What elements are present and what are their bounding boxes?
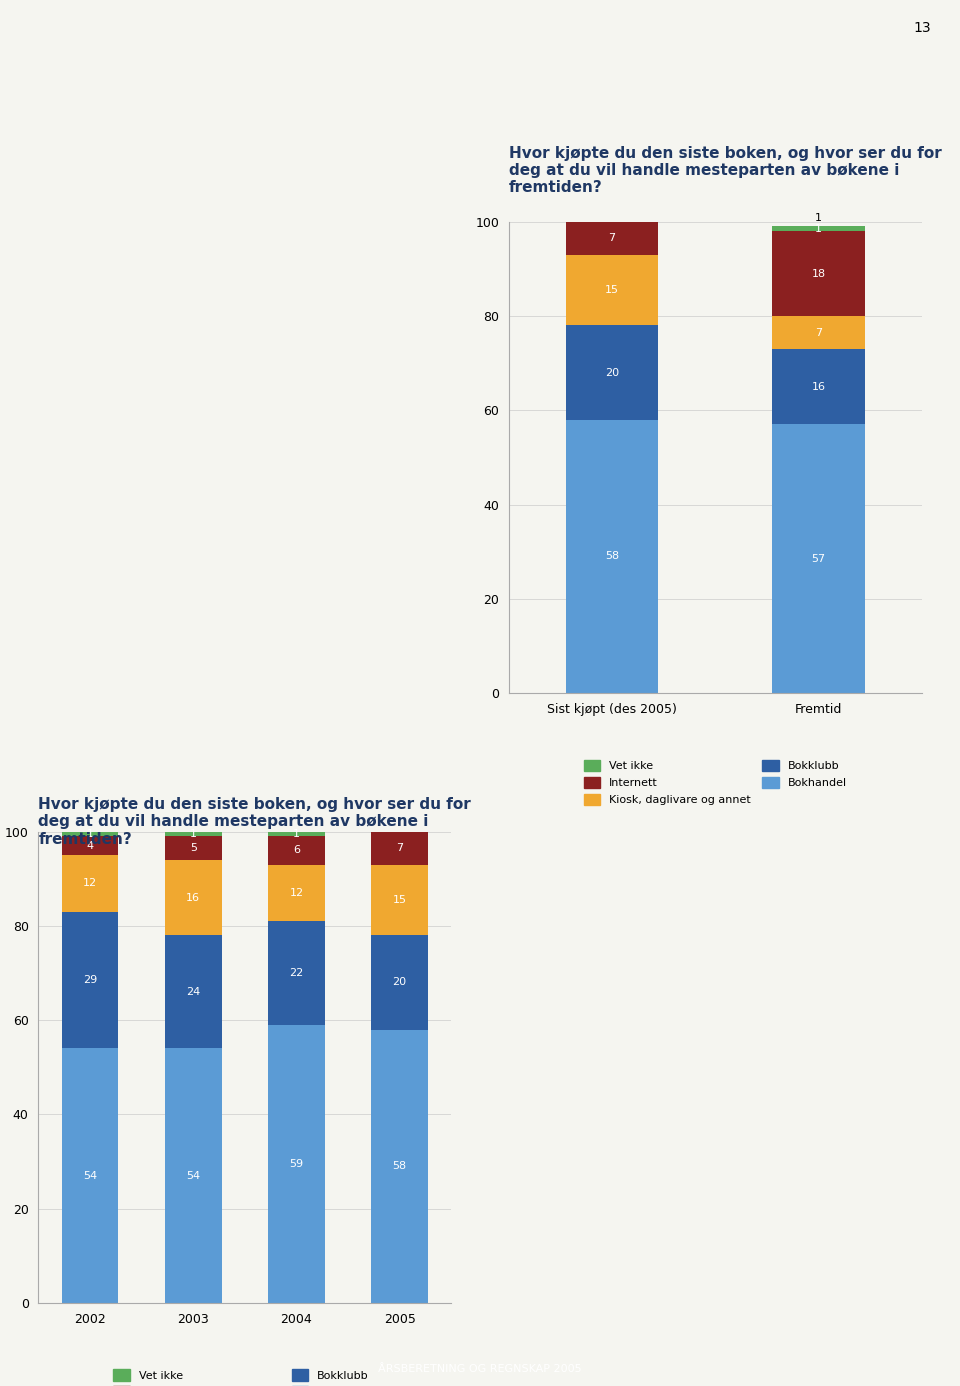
Bar — [772, 226, 865, 231]
Text: Hvor kjøpte du den siste boken, og hvor ser du for
deg at du vil handle mestepar: Hvor kjøpte du den siste boken, og hvor … — [38, 797, 471, 847]
Bar — [61, 832, 118, 836]
Bar — [268, 832, 324, 836]
Text: 6: 6 — [293, 845, 300, 855]
Bar — [165, 1048, 222, 1303]
Bar — [772, 316, 865, 349]
Bar — [372, 832, 428, 865]
Bar — [772, 424, 865, 693]
Bar — [268, 1024, 324, 1303]
Text: 15: 15 — [605, 286, 619, 295]
Bar — [772, 231, 865, 316]
Text: 1: 1 — [86, 829, 93, 839]
Text: 54: 54 — [186, 1171, 201, 1181]
Text: 22: 22 — [289, 967, 303, 979]
Text: 20: 20 — [393, 977, 407, 987]
Text: 12: 12 — [83, 879, 97, 888]
Legend: Vet ikke, Internett, Kiosk, daglivare og annet, Bokklubb, Bokhandel: Vet ikke, Internett, Kiosk, daglivare og… — [579, 755, 852, 809]
Bar — [772, 349, 865, 424]
Bar — [268, 836, 324, 865]
Text: 1: 1 — [815, 223, 822, 234]
Bar — [61, 1048, 118, 1303]
Text: 13: 13 — [914, 21, 931, 35]
Text: 1: 1 — [815, 212, 822, 223]
Bar — [565, 255, 659, 326]
Bar — [61, 912, 118, 1048]
Text: 29: 29 — [83, 974, 97, 985]
Text: 54: 54 — [83, 1171, 97, 1181]
Text: 1: 1 — [190, 829, 197, 839]
Text: 15: 15 — [393, 895, 407, 905]
Bar — [565, 420, 659, 693]
Text: 7: 7 — [609, 233, 615, 244]
Bar — [372, 1030, 428, 1303]
Text: 5: 5 — [190, 843, 197, 854]
Text: 58: 58 — [605, 552, 619, 561]
Text: 58: 58 — [393, 1161, 407, 1171]
Bar — [268, 865, 324, 922]
Text: 24: 24 — [186, 987, 201, 997]
Bar — [165, 936, 222, 1048]
Text: Hvor kjøpte du den siste boken, og hvor ser du for
deg at du vil handle mestepar: Hvor kjøpte du den siste boken, og hvor … — [509, 146, 942, 195]
Bar — [565, 222, 659, 255]
Bar — [372, 865, 428, 936]
Bar — [565, 326, 659, 420]
Text: 1: 1 — [293, 829, 300, 839]
Bar — [61, 836, 118, 855]
Bar — [165, 836, 222, 859]
Text: 16: 16 — [186, 893, 201, 902]
Text: 16: 16 — [811, 381, 826, 392]
Bar — [165, 832, 222, 836]
Text: 4: 4 — [86, 841, 93, 851]
Bar — [268, 922, 324, 1024]
Text: 59: 59 — [289, 1159, 303, 1168]
Bar — [165, 859, 222, 936]
Text: 7: 7 — [396, 843, 403, 854]
Text: 57: 57 — [811, 553, 826, 564]
Text: 20: 20 — [605, 367, 619, 377]
Text: 18: 18 — [811, 269, 826, 279]
Text: ÅRSBERETNING OG REGNSKAP 2005: ÅRSBERETNING OG REGNSKAP 2005 — [378, 1364, 582, 1375]
Legend: Vet ikke, Internett, Kiosk, daglivare og annet, Bokklubb, Bokhandel: Vet ikke, Internett, Kiosk, daglivare og… — [108, 1365, 381, 1386]
Bar — [61, 855, 118, 912]
Bar — [372, 936, 428, 1030]
Text: 12: 12 — [289, 888, 303, 898]
Text: 7: 7 — [815, 327, 822, 338]
